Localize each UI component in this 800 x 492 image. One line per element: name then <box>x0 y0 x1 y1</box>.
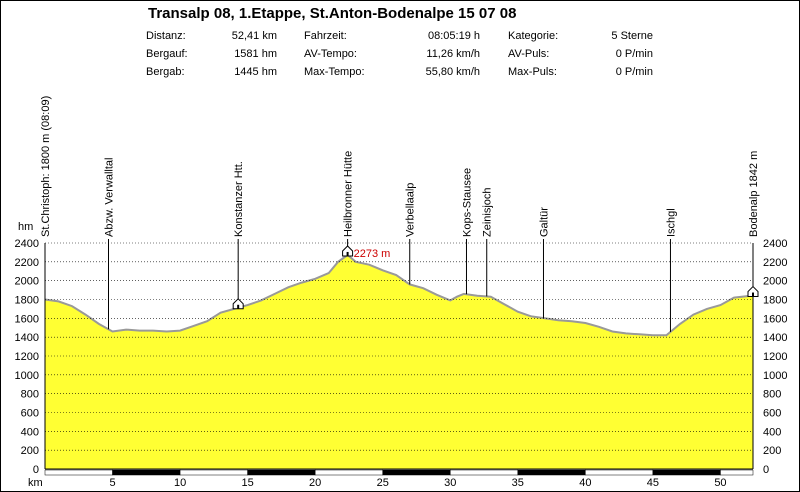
y-tick-label-right: 2200 <box>763 257 787 269</box>
y-tick-label-right: 800 <box>763 389 781 401</box>
stat-value-ridetime: 08:05:19 h <box>428 30 480 42</box>
y-tick-label-left: 2400 <box>15 238 39 250</box>
x-tick-label: 45 <box>647 477 659 489</box>
y-axis-label: hm <box>18 221 33 233</box>
x-axis-scale-segment <box>44 469 113 476</box>
x-tick-label: 10 <box>174 477 186 489</box>
y-tick-label-left: 600 <box>21 408 39 420</box>
hut-icon <box>232 298 244 310</box>
waypoint-label: Bodenalp 1842 m <box>748 151 760 237</box>
waypoint-label: Ischgl <box>665 208 677 237</box>
x-tick-label: 40 <box>579 477 591 489</box>
x-axis-scale-segment <box>179 469 248 476</box>
y-tick-label-left: 400 <box>21 426 39 438</box>
y-tick-label-left: 0 <box>33 464 39 476</box>
stat-label-max-pulse: Max-Puls: <box>508 66 557 78</box>
waypoint-label: Verbellaalp <box>405 183 417 237</box>
waypoint-label: Galtür <box>538 207 550 237</box>
x-axis-label: km <box>28 477 43 489</box>
stat-label-max-speed: Max-Tempo: <box>304 66 365 78</box>
y-tick-label-right: 1400 <box>763 332 787 344</box>
y-tick-label-left: 1800 <box>15 295 39 307</box>
hut-icon-door <box>346 251 349 256</box>
stat-value-avg-speed: 11,26 km/h <box>426 48 480 60</box>
stat-value-distance: 52,41 km <box>231 30 277 42</box>
waypoint-label: Heilbronner Hütte <box>343 151 355 237</box>
x-axis-scale-segment <box>720 469 754 476</box>
chart-title: Transalp 08, 1.Etappe, St.Anton-Bodenalp… <box>148 5 517 22</box>
y-tick-label-right: 1800 <box>763 295 787 307</box>
x-axis-scale-segment <box>450 469 519 476</box>
hut-icon-door <box>752 292 754 297</box>
y-tick-label-left: 1600 <box>15 313 39 325</box>
y-tick-label-left: 200 <box>21 445 39 457</box>
stat-label-ridetime: Fahrzeit: <box>304 30 347 42</box>
stat-value-max-speed: 55,80 km/h <box>425 66 480 78</box>
elevation-profile-line <box>44 253 754 337</box>
stat-value-descent: 1445 hm <box>234 66 277 78</box>
hut-icon-shape <box>747 285 759 298</box>
waypoint-label: Zeinisjoch <box>482 187 494 237</box>
waypoint-label: Konstanzer Htt. <box>233 161 245 237</box>
hut-icon-door <box>237 304 240 309</box>
stat-label-category: Kategorie: <box>508 30 559 42</box>
y-tick-label-left: 1400 <box>15 332 39 344</box>
stat-value-ascent: 1581 hm <box>234 48 277 60</box>
x-axis-scale-segment <box>652 469 721 476</box>
x-axis-scale-segment <box>314 469 383 476</box>
x-tick-label: 15 <box>242 477 254 489</box>
elevation-area <box>45 255 753 469</box>
y-tick-label-right: 1200 <box>763 351 787 363</box>
x-tick-label: 5 <box>109 477 115 489</box>
y-tick-label-right: 600 <box>763 408 781 420</box>
x-tick-label: 25 <box>377 477 389 489</box>
x-axis-scale-segment <box>247 469 316 476</box>
hut-icon <box>747 285 759 298</box>
hut-icon <box>342 245 354 257</box>
waypoint-label: Kops-Stausee <box>461 168 473 237</box>
y-tick-label-left: 800 <box>21 389 39 401</box>
x-axis-scale-segment <box>517 469 586 476</box>
x-tick-label: 50 <box>714 477 726 489</box>
x-axis-scale-segment <box>585 469 654 476</box>
hut-icon-shape <box>232 298 244 310</box>
waypoint-label: Abzw. Verwalltal <box>103 158 115 237</box>
x-axis-scale-segment <box>382 469 451 476</box>
x-tick-label: 35 <box>512 477 524 489</box>
stat-value-max-pulse: 0 P/min <box>615 66 653 78</box>
stat-label-avg-pulse: AV-Puls: <box>508 48 550 60</box>
y-tick-label-left: 1000 <box>15 370 39 382</box>
y-tick-label-left: 1200 <box>15 351 39 363</box>
waypoint-label: St.Christoph: 1800 m (08:09) <box>40 96 52 237</box>
stat-label-avg-speed: AV-Tempo: <box>304 48 357 60</box>
stat-label-distance: Distanz: <box>146 30 186 42</box>
stat-label-ascent: Bergauf: <box>146 48 188 60</box>
y-tick-label-right: 400 <box>763 426 781 438</box>
x-tick-label: 20 <box>309 477 321 489</box>
stat-value-avg-pulse: 0 P/min <box>615 48 653 60</box>
hut-icon-shape <box>342 245 354 257</box>
stat-value-category: 5 Sterne <box>611 30 653 42</box>
y-tick-label-left: 2200 <box>15 257 39 269</box>
y-tick-label-right: 2400 <box>763 238 787 250</box>
y-tick-label-right: 2000 <box>763 276 787 288</box>
y-tick-label-right: 1000 <box>763 370 787 382</box>
y-tick-label-right: 200 <box>763 445 781 457</box>
x-tick-label: 30 <box>444 477 456 489</box>
y-tick-label-right: 1600 <box>763 313 787 325</box>
y-tick-label-left: 2000 <box>15 276 39 288</box>
y-tick-label-right: 0 <box>763 464 769 476</box>
stat-label-descent: Bergab: <box>146 66 185 78</box>
max-elevation-label: 2273 m <box>354 248 391 260</box>
x-axis-scale-segment <box>112 469 181 476</box>
